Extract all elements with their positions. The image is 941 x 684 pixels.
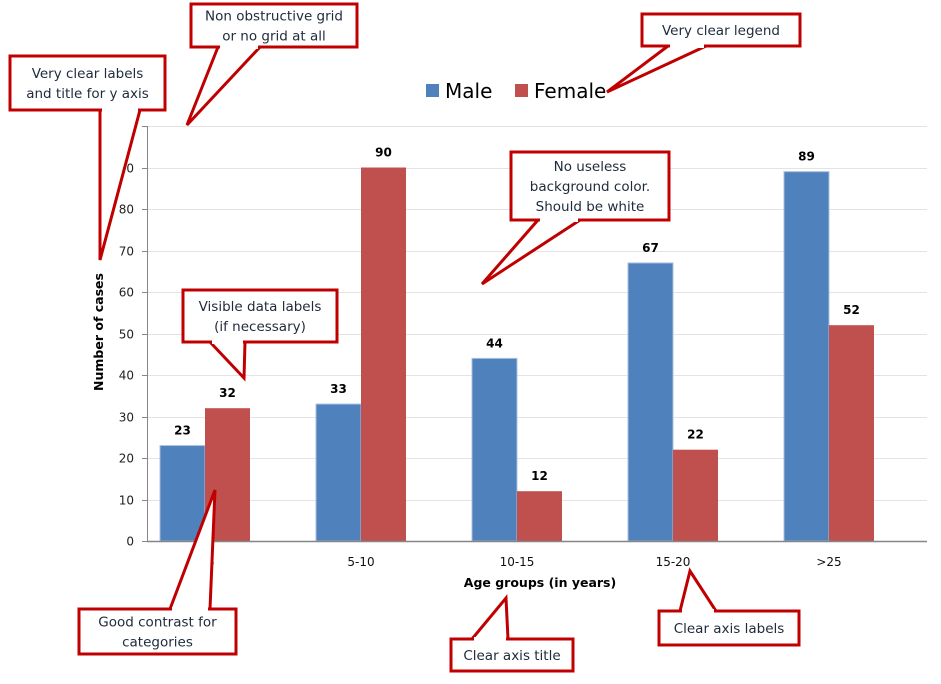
callout-text: Should be white	[536, 199, 645, 215]
callout-box	[189, 2, 359, 49]
bar-female	[673, 449, 718, 541]
callout-text: No useless	[554, 159, 627, 175]
y-tick-label: 70	[119, 245, 134, 259]
x-axis-title: Age groups (in years)	[464, 575, 616, 590]
data-label: 22	[687, 428, 704, 442]
callout-pointer	[678, 567, 719, 613]
y-tick-label: 60	[119, 286, 134, 300]
bar-male	[159, 445, 206, 542]
data-label: 67	[642, 241, 659, 255]
y-tick-label: 40	[119, 369, 134, 383]
callout-axis-title: Clear axis title	[449, 594, 575, 673]
data-label: 12	[531, 469, 548, 483]
data-label: 90	[375, 146, 392, 160]
bar-male	[315, 403, 362, 542]
bar-female	[361, 167, 406, 541]
callout-pointer	[606, 44, 707, 94]
callout-legend: Very clear legend	[606, 12, 802, 94]
callouts: Very clear labels and title for y axis Non…	[8, 2, 802, 673]
callout-pointer	[185, 45, 264, 127]
legend-label-male: Male	[445, 79, 492, 103]
x-tick-label: 5-10	[347, 555, 374, 569]
callout-text: Clear axis labels	[674, 621, 785, 637]
callout-text: Clear axis title	[463, 648, 560, 664]
y-tick-label: 10	[119, 494, 134, 508]
callout-text: Good contrast for	[98, 615, 217, 631]
data-labels: 23 32 33 90 44 12 67 22 89 52	[174, 146, 860, 484]
x-tick-label: 10-15	[500, 555, 535, 569]
bar-female	[829, 325, 874, 541]
callout-contrast: Good contrast for categories	[77, 489, 238, 656]
callout-box	[77, 607, 238, 656]
legend-label-female: Female	[534, 79, 606, 103]
callout-box	[657, 609, 801, 647]
data-label: 52	[843, 303, 860, 317]
callout-text: and title for y axis	[26, 86, 149, 102]
y-axis-title: Number of cases	[91, 273, 106, 391]
callout-box	[181, 288, 339, 344]
callout-data-labels: Visible data labels (if necessary)	[181, 288, 339, 382]
x-tick-label: >25	[816, 555, 841, 569]
y-tick-label: 80	[119, 203, 134, 217]
bars	[159, 167, 874, 542]
callout-pointer	[98, 108, 142, 261]
data-label: 23	[174, 424, 191, 438]
bar-female	[517, 491, 562, 541]
bar-male	[471, 357, 518, 542]
data-label: 44	[486, 336, 503, 350]
callout-text: categories	[122, 635, 193, 651]
callout-text: (if necessary)	[214, 319, 306, 335]
callout-box	[640, 12, 802, 48]
callout-y-axis: Very clear labels and title for y axis	[8, 54, 167, 261]
data-label: 32	[219, 386, 236, 400]
y-tick-label: 50	[119, 328, 134, 342]
callout-text: or no grid at all	[222, 29, 326, 45]
callout-box	[449, 637, 575, 673]
y-tick-label: 20	[119, 452, 134, 466]
y-tick-label: 0	[126, 535, 134, 549]
data-label: 33	[330, 382, 347, 396]
callout-text: background color.	[530, 179, 650, 195]
legend-swatch-male	[426, 84, 439, 97]
callout-pointer	[468, 594, 510, 641]
bar-male	[783, 171, 830, 542]
bar-male	[627, 262, 674, 542]
x-tick-label: 15-20	[656, 555, 691, 569]
callout-text: Very clear labels	[32, 66, 144, 82]
callout-text: Visible data labels	[199, 299, 322, 315]
callout-pointer	[206, 340, 247, 382]
legend-swatch-female	[515, 84, 528, 97]
callout-background: No useless background color. Should be whi…	[480, 150, 671, 286]
callout-box	[509, 150, 671, 222]
callout-axis-labels: Clear axis labels	[657, 567, 801, 647]
legend: Male Female	[426, 79, 606, 103]
data-label: 89	[798, 150, 815, 164]
callout-box	[8, 54, 167, 112]
callout-grid: Non obstructive grid or no grid at all	[185, 2, 359, 127]
callout-text: Non obstructive grid	[205, 9, 343, 25]
callout-text: Very clear legend	[662, 23, 780, 39]
y-tick-label: 30	[119, 411, 134, 425]
